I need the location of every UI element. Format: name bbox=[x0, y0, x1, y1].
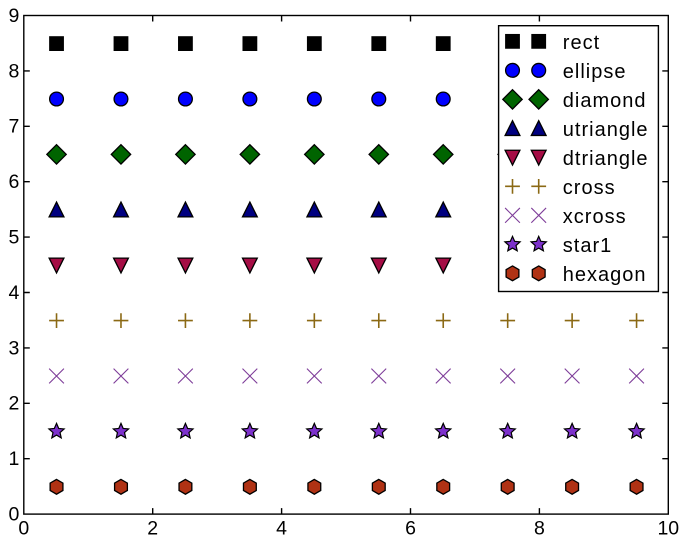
svg-text:rect: rect bbox=[563, 32, 600, 54]
svg-text:4: 4 bbox=[8, 282, 19, 304]
svg-text:star1: star1 bbox=[563, 235, 612, 257]
svg-text:0: 0 bbox=[8, 504, 19, 526]
svg-text:ellipse: ellipse bbox=[563, 61, 627, 83]
svg-text:6: 6 bbox=[8, 171, 19, 193]
svg-text:hexagon: hexagon bbox=[563, 264, 647, 286]
svg-text:2: 2 bbox=[147, 518, 158, 540]
svg-text:3: 3 bbox=[8, 337, 19, 359]
svg-text:7: 7 bbox=[8, 116, 19, 138]
svg-text:6: 6 bbox=[405, 518, 416, 540]
svg-text:2: 2 bbox=[8, 393, 19, 415]
svg-text:4: 4 bbox=[276, 518, 287, 540]
svg-text:8: 8 bbox=[8, 60, 19, 82]
svg-text:8: 8 bbox=[534, 518, 545, 540]
svg-text:utriangle: utriangle bbox=[563, 119, 649, 141]
svg-text:xcross: xcross bbox=[563, 206, 627, 228]
svg-text:cross: cross bbox=[563, 177, 616, 199]
svg-text:9: 9 bbox=[8, 5, 19, 27]
svg-text:1: 1 bbox=[8, 448, 19, 470]
svg-text:5: 5 bbox=[8, 227, 19, 249]
svg-text:diamond: diamond bbox=[563, 90, 647, 112]
svg-text:10: 10 bbox=[657, 518, 679, 540]
svg-text:0: 0 bbox=[18, 518, 29, 540]
svg-text:dtriangle: dtriangle bbox=[563, 148, 649, 170]
